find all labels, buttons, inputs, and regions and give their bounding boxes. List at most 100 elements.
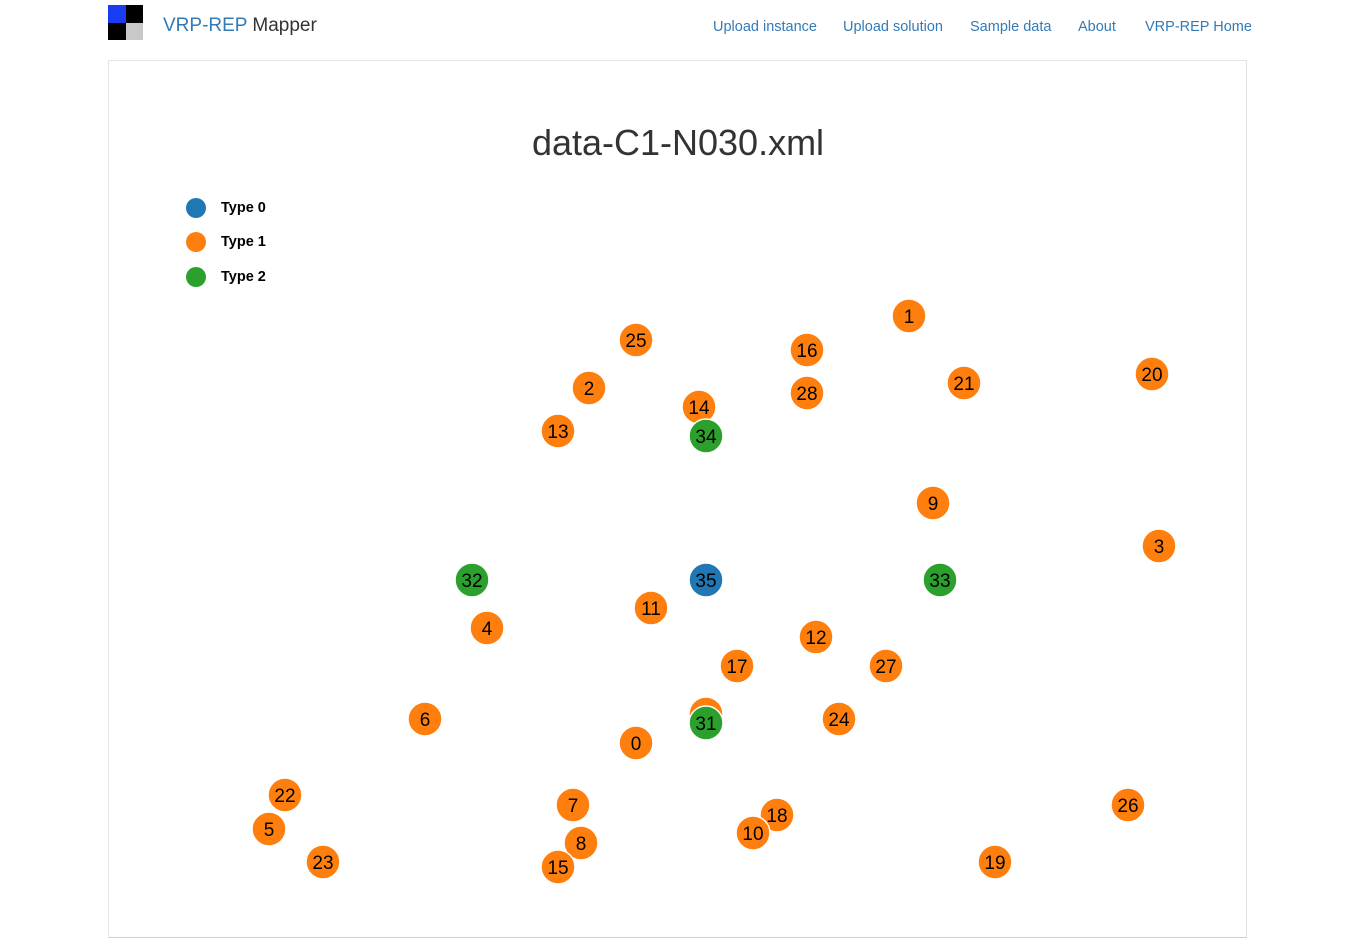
- node-22[interactable]: 22: [267, 777, 303, 813]
- node-label: 8: [576, 834, 587, 855]
- node-label: 6: [420, 710, 431, 731]
- nav-sample-data[interactable]: Sample data: [970, 19, 1052, 35]
- node-label: 28: [796, 384, 817, 405]
- node-marker[interactable]: [618, 322, 654, 358]
- node-2[interactable]: 2: [571, 370, 607, 406]
- node-label: 4: [482, 619, 493, 640]
- node-marker[interactable]: [1141, 528, 1177, 564]
- brand-link[interactable]: VRP-REP Mapper: [163, 14, 317, 38]
- node-label: 10: [742, 824, 763, 845]
- node-label: 20: [1141, 365, 1162, 386]
- node-marker[interactable]: [922, 562, 958, 598]
- node-marker[interactable]: [735, 815, 771, 851]
- node-4[interactable]: 4: [469, 610, 505, 646]
- node-marker[interactable]: [915, 485, 951, 521]
- node-marker[interactable]: [571, 370, 607, 406]
- node-16[interactable]: 16: [789, 332, 825, 368]
- node-33[interactable]: 33: [922, 562, 958, 598]
- node-marker[interactable]: [789, 375, 825, 411]
- node-25[interactable]: 25: [618, 322, 654, 358]
- node-marker[interactable]: [798, 619, 834, 655]
- node-24[interactable]: 24: [821, 701, 857, 737]
- node-label: 11: [641, 599, 661, 620]
- node-32[interactable]: 32: [454, 562, 490, 598]
- node-17[interactable]: 17: [719, 648, 755, 684]
- nav-upload-solution[interactable]: Upload solution: [843, 19, 943, 35]
- node-marker[interactable]: [555, 787, 591, 823]
- node-marker[interactable]: [305, 844, 341, 880]
- node-5[interactable]: 5: [251, 811, 287, 847]
- node-18[interactable]: 18: [759, 797, 795, 833]
- nav-about[interactable]: About: [1078, 19, 1116, 35]
- node-marker[interactable]: [267, 777, 303, 813]
- node-label: 27: [875, 657, 896, 678]
- node-marker[interactable]: [688, 562, 724, 598]
- node-35[interactable]: 35: [688, 562, 724, 598]
- node-31[interactable]: 31: [688, 705, 724, 741]
- node-marker[interactable]: [563, 825, 599, 861]
- node-34[interactable]: 34: [688, 418, 724, 454]
- node-9[interactable]: 9: [915, 485, 951, 521]
- node-11[interactable]: 11: [633, 590, 669, 626]
- node-marker[interactable]: [1110, 787, 1146, 823]
- node-marker[interactable]: [891, 298, 927, 334]
- node-label: 31: [695, 714, 716, 735]
- node-marker[interactable]: [821, 701, 857, 737]
- node-marker[interactable]: [469, 610, 505, 646]
- logo-square-blue: [108, 5, 126, 23]
- node-8[interactable]: 8: [563, 825, 599, 861]
- node-marker[interactable]: [540, 413, 576, 449]
- node-13[interactable]: 13: [540, 413, 576, 449]
- node-label: 32: [461, 571, 482, 592]
- node-label: 25: [625, 331, 646, 352]
- node-marker[interactable]: [251, 811, 287, 847]
- node-0[interactable]: 0: [618, 725, 654, 761]
- nav-vrp-rep-home[interactable]: VRP-REP Home: [1145, 19, 1252, 35]
- node-14[interactable]: 14: [681, 389, 717, 425]
- node-marker[interactable]: [633, 590, 669, 626]
- node-21[interactable]: 21: [946, 365, 982, 401]
- node-marker[interactable]: [540, 849, 576, 885]
- vrp-rep-logo[interactable]: [108, 5, 143, 40]
- map-title: data-C1-N030.xml: [531, 122, 825, 163]
- node-label: 22: [274, 786, 295, 807]
- node-23[interactable]: 23: [305, 844, 341, 880]
- legend-swatch-type-1: [186, 232, 206, 252]
- node-3[interactable]: 3: [1141, 528, 1177, 564]
- legend-label-type-2: Type 2: [221, 269, 266, 285]
- node-marker[interactable]: [688, 705, 724, 741]
- node-7[interactable]: 7: [555, 787, 591, 823]
- node-19[interactable]: 19: [977, 844, 1013, 880]
- node-marker[interactable]: [719, 648, 755, 684]
- node-marker[interactable]: [868, 648, 904, 684]
- node-marker[interactable]: [407, 701, 443, 737]
- node-marker[interactable]: [977, 844, 1013, 880]
- nav-upload-instance[interactable]: Upload instance: [713, 19, 817, 35]
- map-panel: [108, 60, 1247, 938]
- node-15[interactable]: 15: [540, 849, 576, 885]
- node-marker[interactable]: [1134, 356, 1170, 392]
- node-label: 33: [929, 571, 950, 592]
- brand-secondary: Mapper: [252, 15, 317, 36]
- node-10[interactable]: 10: [735, 815, 771, 851]
- node-marker[interactable]: [688, 418, 724, 454]
- node-1[interactable]: 1: [891, 298, 927, 334]
- node-28[interactable]: 28: [789, 375, 825, 411]
- node-marker[interactable]: [789, 332, 825, 368]
- node-marker[interactable]: [946, 365, 982, 401]
- node-label: 14: [688, 398, 710, 419]
- node-label: 2: [584, 379, 595, 400]
- legend-label-type-1: Type 1: [221, 234, 266, 250]
- node-label: 0: [631, 734, 642, 755]
- node-marker[interactable]: [618, 725, 654, 761]
- node-12[interactable]: 12: [798, 619, 834, 655]
- node-label: 15: [547, 858, 568, 879]
- node-marker[interactable]: [759, 797, 795, 833]
- node-label: 23: [312, 853, 333, 874]
- node-6[interactable]: 6: [407, 701, 443, 737]
- node-marker[interactable]: [454, 562, 490, 598]
- node-20[interactable]: 20: [1134, 356, 1170, 392]
- node-26[interactable]: 26: [1110, 787, 1146, 823]
- node-27[interactable]: 27: [868, 648, 904, 684]
